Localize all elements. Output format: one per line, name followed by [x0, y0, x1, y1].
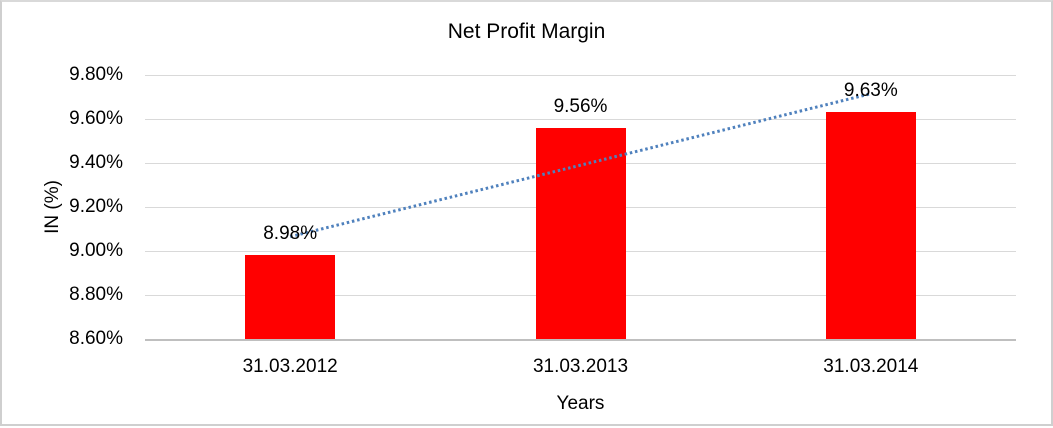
- x-tick-label: 31.03.2012: [242, 356, 338, 377]
- data-label: 8.98%: [263, 223, 318, 245]
- y-tick-label: 8.80%: [69, 284, 123, 305]
- bar-31.03.2012: [245, 255, 336, 339]
- data-label: 9.56%: [553, 95, 608, 117]
- x-tick-label: 31.03.2014: [823, 356, 919, 377]
- y-tick-label: 9.40%: [69, 152, 123, 173]
- bar-31.03.2013: [535, 127, 626, 339]
- x-axis-line: [145, 339, 1016, 341]
- y-tick-label: 9.80%: [69, 64, 123, 85]
- gridline: [145, 75, 1016, 76]
- y-tick-label: 8.60%: [69, 328, 123, 349]
- bar-31.03.2014: [825, 112, 916, 339]
- x-axis-title: Years: [556, 393, 605, 414]
- y-tick-label: 9.20%: [69, 196, 123, 217]
- chart-title: Net Profit Margin: [447, 20, 606, 43]
- x-tick-label: 31.03.2013: [532, 356, 629, 377]
- data-label: 9.63%: [843, 80, 898, 102]
- y-tick-label: 9.00%: [69, 240, 123, 261]
- y-tick-label: 9.60%: [69, 108, 123, 129]
